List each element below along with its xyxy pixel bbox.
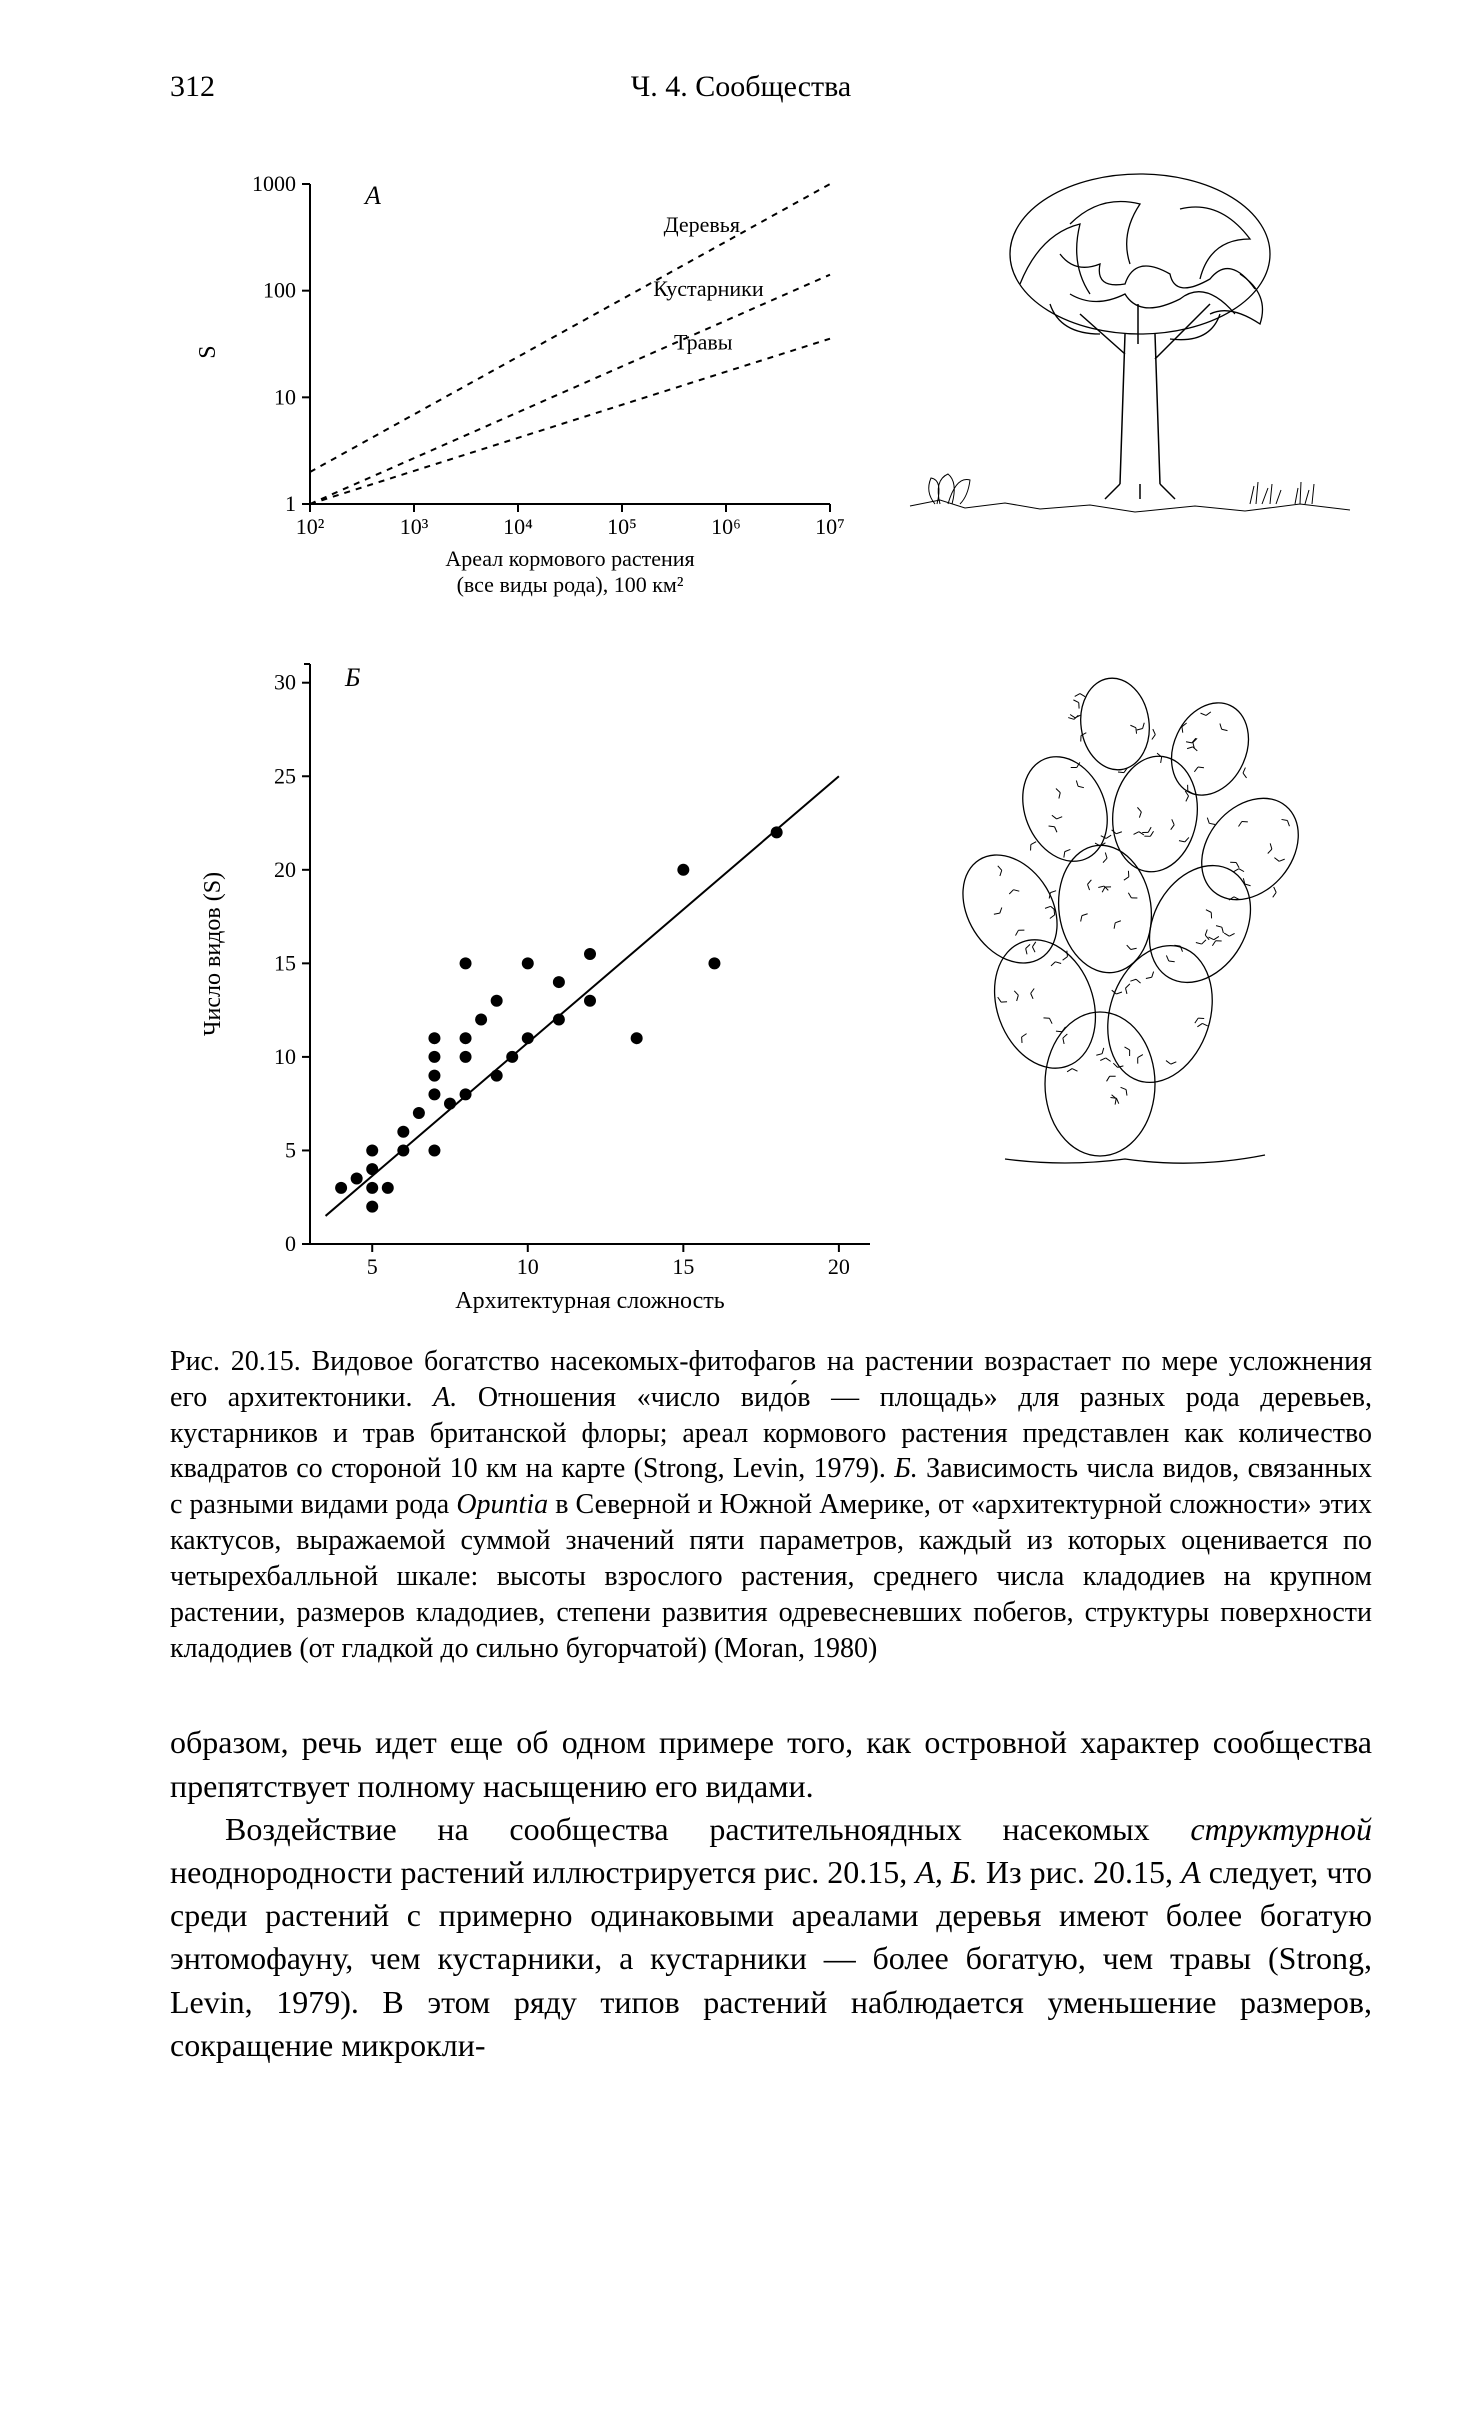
svg-text:15: 15: [274, 950, 296, 975]
svg-text:5: 5: [285, 1137, 296, 1162]
svg-text:Число видов (S): Число видов (S): [200, 872, 226, 1036]
svg-text:1000: 1000: [252, 171, 296, 196]
svg-text:10⁵: 10⁵: [607, 514, 637, 539]
svg-text:25: 25: [274, 763, 296, 788]
svg-text:20: 20: [828, 1254, 850, 1279]
cactus-illustration: [944, 674, 1319, 1163]
figure-caption: Рис. 20.15. Видовое богатство насекомых-…: [170, 1344, 1372, 1666]
svg-text:10: 10: [517, 1254, 539, 1279]
figure-svg: 10²10³10⁴10⁵10⁶10⁷1101001000АSДеревьяКус…: [170, 144, 1370, 1334]
svg-text:10⁷: 10⁷: [815, 514, 845, 539]
page-number: 312: [170, 70, 215, 104]
svg-text:А: А: [363, 181, 381, 210]
page: 312 Ч. 4. Сообщества 10²10³10⁴10⁵10⁶10⁷1…: [0, 0, 1482, 2436]
p2-seg-struct: структурной: [1190, 1811, 1372, 1847]
svg-text:S: S: [195, 345, 221, 358]
svg-text:15: 15: [672, 1254, 694, 1279]
p2-seg-2: неоднородности растений иллюстрируется р…: [170, 1854, 915, 1890]
svg-text:10: 10: [274, 384, 296, 409]
svg-text:Травы: Травы: [674, 329, 733, 354]
svg-text:Ареал кормового растения: Ареал кормового растения: [445, 546, 694, 571]
running-header: 312 Ч. 4. Сообщества: [170, 70, 1372, 104]
svg-text:10⁴: 10⁴: [503, 514, 533, 539]
caption-seg-opuntia: Opuntia: [456, 1489, 548, 1520]
caption-label: Рис. 20.15.: [170, 1346, 301, 1377]
p2-seg-0: Воздействие на сообщества растительноядн…: [225, 1811, 1190, 1847]
svg-text:20: 20: [274, 857, 296, 882]
svg-text:30: 30: [274, 670, 296, 695]
svg-text:10²: 10²: [296, 514, 325, 539]
panel-b-chart: 0 5 10 15 20 25 30 5 10 15 20 Б Число видов (S) Архит…: [200, 663, 870, 1314]
figure-20-15: 10²10³10⁴10⁵10⁶10⁷1101001000АSДеревьяКус…: [170, 144, 1372, 1334]
tree-illustration: [910, 174, 1350, 512]
svg-text:10⁶: 10⁶: [711, 514, 741, 539]
panel-a-chart: 10² 10³ 10⁴ 10⁵ 10⁶ 10⁷ 1 10 100 1000 А S Деревья Кус…: [195, 171, 845, 597]
body-para-2: Воздействие на сообщества растительноядн…: [170, 1808, 1372, 2067]
svg-text:10³: 10³: [400, 514, 429, 539]
body-text: образом, речь идет еще об одном примере …: [170, 1721, 1372, 2067]
svg-text:1: 1: [285, 491, 296, 516]
body-para-1: образом, речь идет еще об одном примере …: [170, 1721, 1372, 1807]
svg-text:Деревья: Деревья: [664, 212, 740, 237]
running-title: Ч. 4. Сообщества: [631, 70, 851, 104]
caption-seg-A: А.: [433, 1382, 457, 1413]
svg-text:(все виды рода), 100 км²: (все виды рода), 100 км²: [457, 572, 684, 597]
p2-seg-AB: А, Б.: [915, 1854, 977, 1890]
p2-seg-4: Из рис. 20.15,: [978, 1854, 1181, 1890]
caption-seg-B: Б.: [894, 1453, 918, 1484]
svg-text:100: 100: [263, 278, 296, 303]
p2-seg-A2: А: [1181, 1854, 1201, 1890]
svg-text:Кустарники: Кустарники: [653, 276, 764, 301]
svg-text:10: 10: [274, 1044, 296, 1069]
svg-text:Архитектурная сложность: Архитектурная сложность: [455, 1288, 725, 1314]
svg-text:0: 0: [285, 1231, 296, 1256]
svg-text:5: 5: [367, 1254, 378, 1279]
svg-text:Б: Б: [344, 663, 360, 692]
